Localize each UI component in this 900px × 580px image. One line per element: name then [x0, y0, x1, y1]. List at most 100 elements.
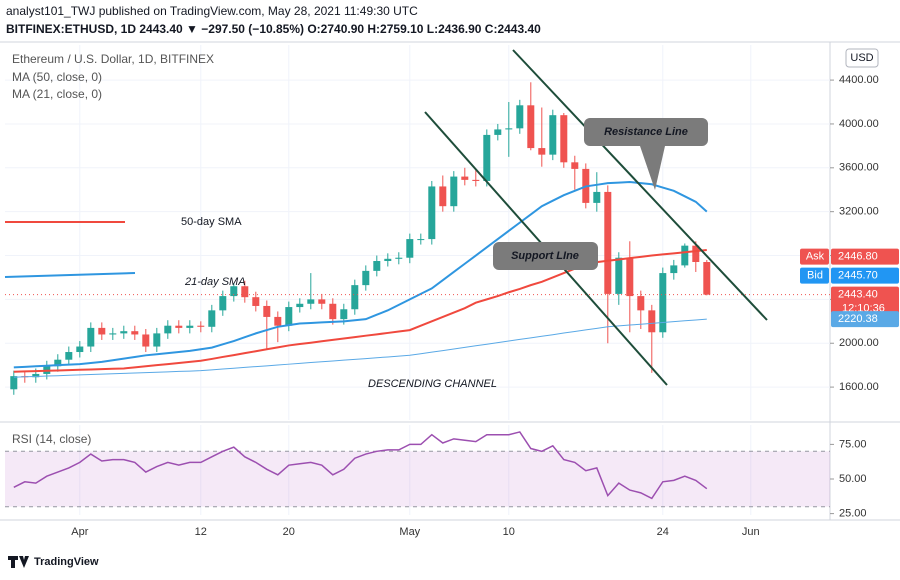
price-tag: [831, 248, 899, 265]
candle-body: [175, 325, 183, 328]
price-tag-name-box: [800, 267, 829, 284]
candle-body: [318, 299, 326, 304]
y-tick-label: 25.00: [839, 508, 867, 520]
price-tag-name-box: [800, 248, 829, 265]
candle-body: [406, 239, 414, 258]
candle-body: [615, 257, 623, 294]
legend-title: Ethereum / U.S. Dollar, 1D, BITFINEX: [12, 52, 214, 66]
candle-body: [186, 325, 194, 328]
footer: TradingView: [34, 556, 99, 568]
candle-body: [593, 191, 601, 203]
y-tick-label: 2000.00: [839, 337, 879, 349]
price-tag-name: Bid: [807, 270, 823, 282]
candle-body: [307, 299, 315, 304]
x-tick-label: 24: [657, 526, 669, 538]
price-tag-label: 2220.38: [838, 313, 878, 325]
y-tick-label: 3200.00: [839, 206, 879, 218]
candle-body: [340, 309, 348, 320]
currency: USD: [850, 52, 873, 64]
candle-body: [417, 239, 425, 241]
x-tick-label: 12: [195, 526, 207, 538]
annotation: Resistance Line: [604, 126, 688, 138]
sma21-extension: [4, 272, 136, 278]
x-tick-label: 20: [283, 526, 295, 538]
candle-body: [241, 286, 249, 298]
candle-body: [527, 105, 535, 149]
candle-body: [659, 273, 667, 333]
candle-body: [670, 265, 678, 274]
candle-body: [362, 270, 370, 286]
candle-body: [648, 310, 656, 333]
support-callout: [493, 242, 598, 270]
candle-body: [230, 286, 238, 297]
candle-body: [87, 327, 95, 347]
y-tick-label: 3600.00: [839, 162, 879, 174]
x-tick-label: 10: [503, 526, 515, 538]
candle-body: [692, 245, 700, 263]
candle-body: [329, 303, 337, 320]
price-tag: [831, 311, 899, 328]
candle-body: [10, 376, 18, 390]
rsi-title: RSI (14, close): [12, 432, 91, 446]
candle-body: [219, 296, 227, 311]
candle-body: [32, 373, 40, 378]
candle-body: [296, 303, 304, 308]
candle-body: [505, 128, 513, 130]
candle-body: [626, 257, 634, 297]
candle-body: [637, 296, 645, 311]
candle-body: [65, 352, 73, 360]
candle-body: [681, 245, 689, 266]
price-tag-name: Ask: [806, 251, 825, 263]
candle-body: [483, 134, 491, 181]
candle-body: [439, 186, 447, 207]
candle-body: [604, 191, 612, 294]
annotation: Support LIne: [511, 250, 579, 262]
candle-body: [560, 115, 568, 163]
y-tick-label: 50.00: [839, 473, 867, 485]
legend-entry: MA (21, close, 0): [12, 87, 102, 101]
price-tag-label: 2446.80: [838, 251, 878, 263]
candle-body: [131, 331, 139, 335]
candle-body: [252, 297, 260, 306]
candle-body: [538, 148, 546, 155]
candle-body: [494, 129, 502, 135]
candle-body: [703, 262, 711, 295]
currency-box: [845, 48, 879, 68]
candle-body: [450, 176, 458, 207]
candle-body: [472, 179, 480, 181]
plot: Apr1220May1024Jun1600.002000.002400.0028…: [5, 45, 899, 538]
x-tick-label: May: [399, 526, 420, 538]
y-tick-label: 4400.00: [839, 74, 879, 86]
candle-body: [516, 105, 524, 129]
ma-line: [13, 431, 708, 500]
annotation: 21-day SMA: [184, 276, 246, 288]
candle-body: [384, 258, 392, 262]
candle-body: [571, 162, 579, 169]
candle-body: [373, 261, 381, 271]
rsi-band: [5, 451, 830, 507]
candle-body: [76, 346, 84, 353]
candle-body: [285, 307, 293, 326]
y-tick-label: 75.00: [839, 438, 867, 450]
header-line2: BITFINEX:ETHUSD, 1D 2443.40 ▼ −297.50 (−…: [6, 22, 541, 36]
annotation: DESCENDING CHANNEL: [368, 378, 497, 390]
price-tag-label: 2445.70: [838, 270, 878, 282]
ma-line: [13, 181, 708, 369]
header-line1: analyst101_TWJ published on TradingView.…: [6, 4, 418, 18]
legend-entry: MA (50, close, 0): [12, 70, 102, 84]
candle-body: [428, 186, 436, 240]
candle-body: [153, 333, 161, 347]
candle-body: [395, 257, 403, 259]
logo: [8, 556, 29, 568]
candle-body: [54, 359, 62, 367]
y-tick-label: 4000.00: [839, 118, 879, 130]
resistance-callout: [584, 118, 708, 190]
candle-body: [263, 305, 271, 317]
channel-upper: [512, 49, 768, 321]
candle-body: [98, 327, 106, 335]
candle-body: [142, 334, 150, 347]
candle-body: [120, 331, 128, 334]
candle-body: [197, 325, 205, 327]
